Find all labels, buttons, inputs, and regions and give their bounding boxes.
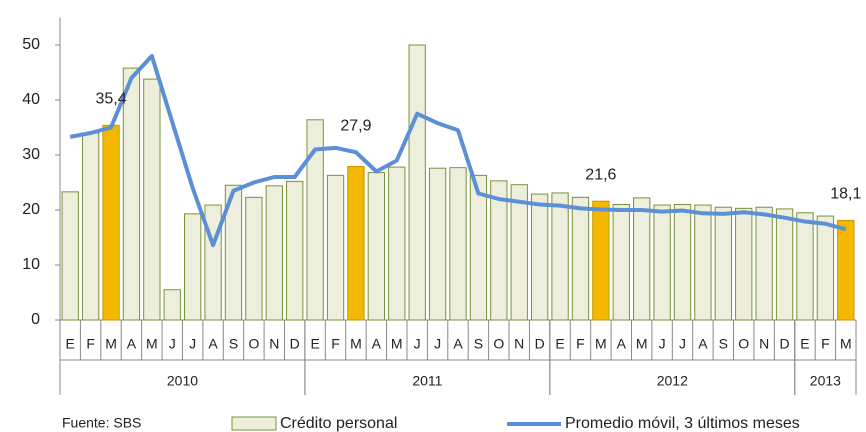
bar [571, 196, 590, 321]
x-tick-label: E [66, 336, 75, 352]
x-tick-label: N [759, 336, 769, 352]
bar [163, 289, 181, 321]
bar [612, 204, 630, 321]
bar [530, 193, 549, 321]
bar [796, 212, 814, 321]
legend-label: Promedio móvil, 3 últimos meses [565, 415, 800, 432]
x-tick-label: O [248, 336, 259, 352]
x-tick-label: M [146, 336, 158, 352]
bar [510, 184, 528, 321]
bar [122, 67, 141, 321]
bar [388, 166, 406, 321]
x-tick-label: A [208, 336, 218, 352]
x-tick-label: M [105, 336, 117, 352]
bar [102, 124, 120, 321]
x-tick-label: A [453, 336, 463, 352]
legend-label: Crédito personal [280, 415, 397, 432]
bar [816, 215, 835, 321]
bar [306, 119, 324, 321]
x-tick-label: J [679, 336, 686, 352]
data-label: 21,6 [585, 166, 616, 183]
x-tick-label: J [414, 336, 421, 352]
source-note: Fuente: SBS [62, 415, 141, 431]
x-tick-label: A [127, 336, 137, 352]
bar [673, 204, 692, 321]
x-tick-label: S [719, 336, 728, 352]
x-tick-label: D [290, 336, 300, 352]
bar [735, 207, 753, 321]
x-tick-label: A [372, 336, 382, 352]
x-tick-label: M [636, 336, 648, 352]
x-tick-label: S [474, 336, 483, 352]
x-tick-label: N [269, 336, 279, 352]
bar [61, 191, 79, 321]
bar [143, 78, 161, 321]
x-tick-label: M [595, 336, 607, 352]
x-tick-label: F [331, 336, 340, 352]
bar [184, 213, 202, 321]
x-tick-label: E [800, 336, 809, 352]
line [69, 54, 847, 248]
bar [837, 219, 855, 321]
bar [347, 166, 365, 321]
bar [714, 206, 732, 321]
x-tick-label: J [434, 336, 441, 352]
x-tick-label: D [780, 336, 790, 352]
y-tick-label: 30 [22, 146, 40, 163]
bar [408, 44, 426, 321]
bar [469, 174, 488, 321]
data-label: 35,4 [95, 91, 126, 108]
x-tick-label: J [659, 336, 666, 352]
y-tick-label: 20 [22, 201, 40, 218]
bar [551, 192, 569, 321]
bar [775, 208, 794, 321]
x-tick-label: E [555, 336, 564, 352]
bar [755, 206, 773, 321]
x-tick-label: M [350, 336, 362, 352]
x-tick-label: A [698, 336, 708, 352]
legend-swatch [231, 416, 277, 431]
x-tick-label: O [738, 336, 749, 352]
bar [204, 204, 222, 321]
x-tick-label: F [576, 336, 585, 352]
y-tick-label: 50 [22, 36, 40, 53]
bar [265, 185, 283, 321]
bar [81, 132, 100, 321]
bar [224, 184, 243, 321]
x-tick-label: F [821, 336, 830, 352]
x-tick-label: N [514, 336, 524, 352]
bar [326, 174, 345, 321]
data-label: 18,1 [830, 186, 861, 203]
x-tick-label: A [617, 336, 627, 352]
y-tick-label: 40 [22, 91, 40, 108]
bar [286, 180, 304, 321]
y-tick-label: 0 [31, 311, 40, 328]
x-tick-label: M [840, 336, 852, 352]
bar [490, 180, 508, 321]
x-tick-label: M [391, 336, 403, 352]
x-tick-label: F [86, 336, 95, 352]
bar [367, 172, 386, 321]
x-tick-label: J [189, 336, 196, 352]
bar [449, 167, 467, 321]
y-tick-label: 10 [22, 256, 40, 273]
bar [428, 167, 447, 321]
x-tick-label: J [169, 336, 176, 352]
x-tick-label: D [535, 336, 545, 352]
x-tick-label: S [229, 336, 238, 352]
year-label: 2010 [167, 373, 198, 389]
bar [245, 196, 263, 321]
year-label: 2012 [657, 373, 688, 389]
bar [653, 204, 671, 321]
x-tick-label: E [310, 336, 319, 352]
bar [694, 204, 712, 321]
bar [592, 200, 610, 321]
year-label: 2011 [412, 373, 442, 389]
data-label: 27,9 [340, 117, 371, 134]
x-tick-label: O [493, 336, 504, 352]
bar [633, 197, 651, 321]
year-label: 2013 [810, 373, 841, 389]
